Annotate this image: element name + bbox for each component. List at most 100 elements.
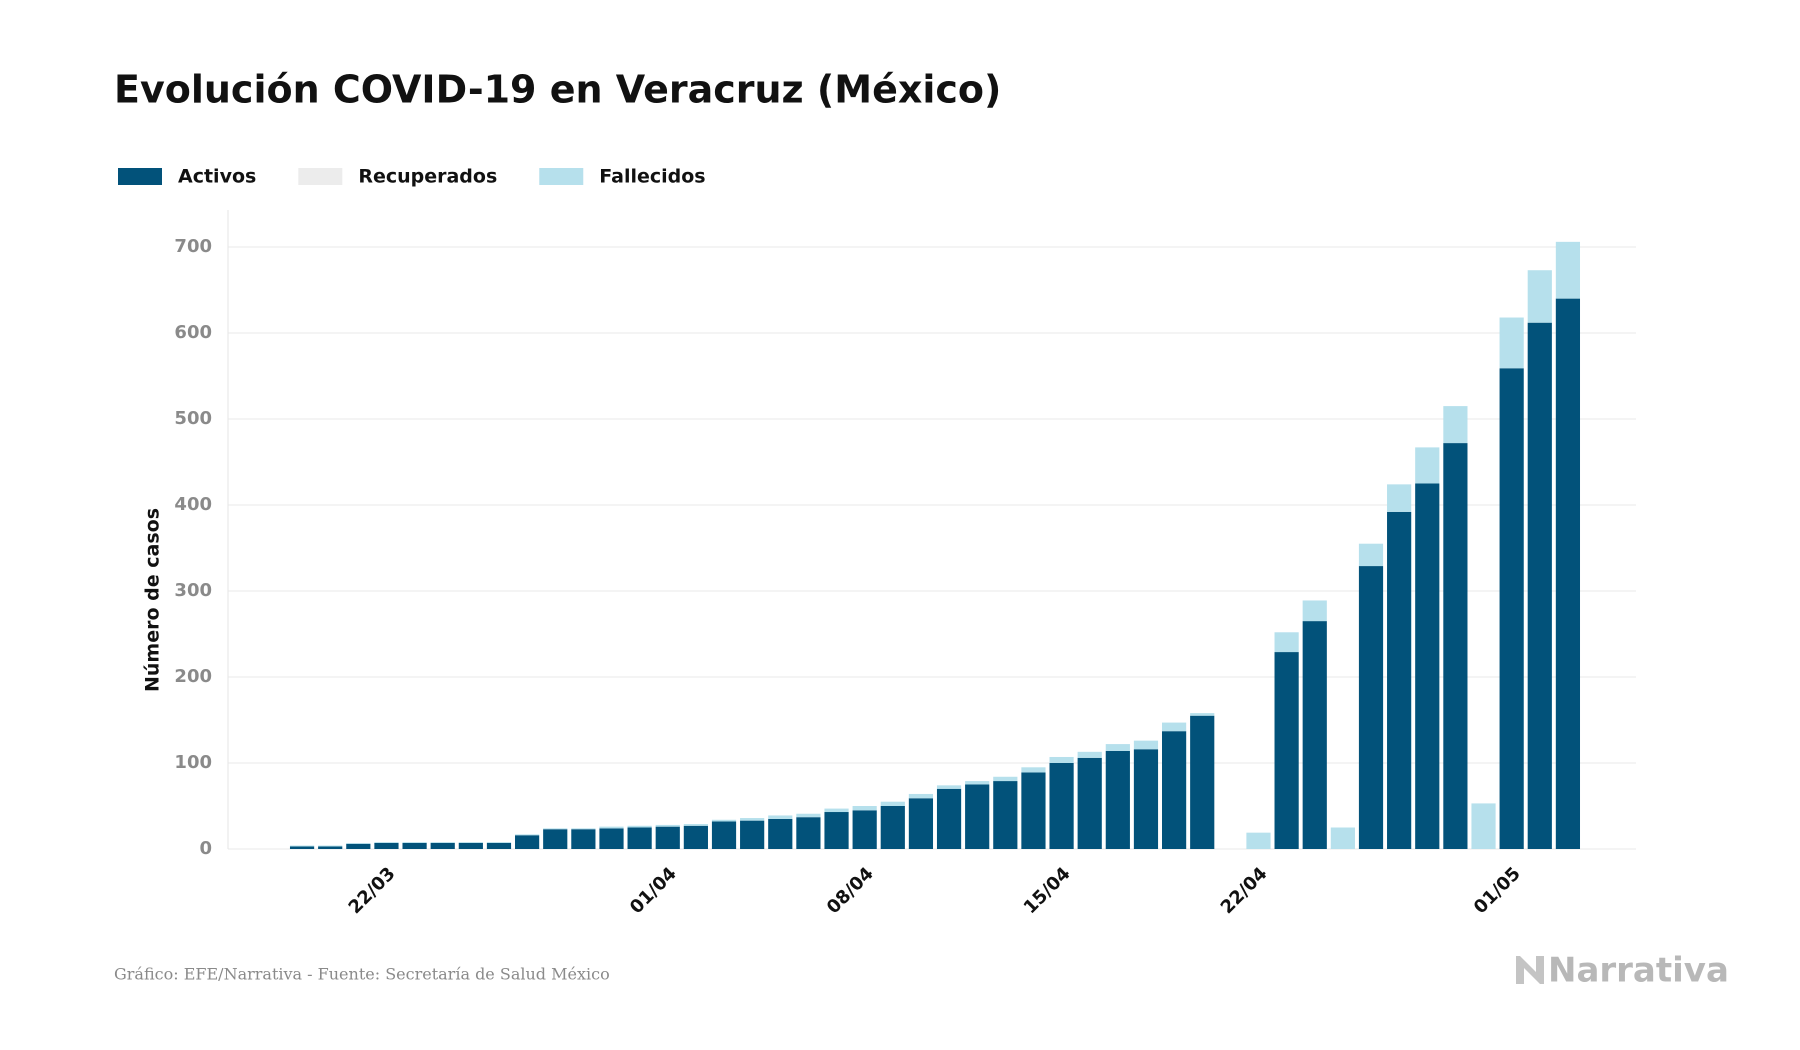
bar-segment xyxy=(1246,832,1271,849)
bar-segment xyxy=(289,846,315,849)
bar-segment xyxy=(515,834,540,836)
y-tick-label: 500 xyxy=(174,408,212,429)
bar-segment xyxy=(683,824,708,826)
legend-label: Fallecidos xyxy=(599,166,705,188)
bar-segment xyxy=(627,827,652,849)
bar-segment xyxy=(318,845,343,847)
bar-segment xyxy=(1077,757,1102,849)
bar-segment xyxy=(1415,447,1440,484)
bar-segment xyxy=(430,842,455,849)
bar-segment xyxy=(1527,270,1552,323)
bar-segment xyxy=(993,776,1018,782)
bar-segment xyxy=(1105,744,1130,751)
bar-segment xyxy=(711,821,737,849)
y-tick-label: 100 xyxy=(174,752,212,773)
bar-segment xyxy=(1499,368,1524,849)
bar-segment xyxy=(289,845,315,847)
bar-segment xyxy=(824,812,849,849)
y-axis-label: Número de casos xyxy=(142,508,164,692)
bar-segment xyxy=(1049,763,1074,849)
bar-segment xyxy=(740,820,765,849)
bar-segment xyxy=(880,801,905,806)
y-tick-label: 200 xyxy=(174,666,212,687)
x-tick-label: 08/04 xyxy=(823,863,878,918)
bar-segment xyxy=(374,842,399,849)
bar-segment xyxy=(852,806,877,811)
bar-segment xyxy=(1161,731,1187,849)
bar-segment xyxy=(599,826,624,829)
bar-segment xyxy=(486,842,512,849)
bar-segment xyxy=(515,835,540,849)
bar-segment xyxy=(993,781,1018,849)
bar-segment xyxy=(1021,772,1046,849)
bar-segment xyxy=(1161,722,1187,732)
bar-segment xyxy=(1077,751,1102,758)
logo: Narrativa xyxy=(1548,951,1729,991)
bar-segment xyxy=(1133,749,1159,849)
bar-segment xyxy=(796,817,821,849)
bar-segment xyxy=(1387,484,1412,512)
bar-segment xyxy=(1555,241,1581,299)
bar-segment xyxy=(1527,322,1552,849)
x-tick-label: 22/04 xyxy=(1217,863,1272,918)
bar-segment xyxy=(824,808,849,813)
bar-segment xyxy=(852,810,877,849)
bar-segment xyxy=(683,825,708,849)
bar-segment xyxy=(1555,298,1581,850)
legend-label: Activos xyxy=(178,166,256,188)
bar-segment xyxy=(768,818,793,849)
bar-segment xyxy=(1471,803,1496,849)
legend-swatch xyxy=(539,168,584,185)
bar-segment xyxy=(655,826,680,849)
bar-segment xyxy=(571,829,596,849)
bar-segment xyxy=(1274,652,1299,849)
bar-segment xyxy=(374,842,399,843)
bar-segment xyxy=(1358,543,1384,567)
bar-segment xyxy=(1190,713,1215,716)
bar-segment xyxy=(936,788,962,849)
chart-title: Evolución COVID-19 en Veracruz (México) xyxy=(114,68,1001,112)
y-tick-label: 400 xyxy=(174,494,212,515)
x-tick-label: 01/05 xyxy=(1470,863,1525,918)
x-tick-label: 22/03 xyxy=(345,863,400,918)
bar-segment xyxy=(1415,483,1440,849)
bar-segment xyxy=(1049,756,1074,763)
bar-segment xyxy=(908,798,934,849)
logo-icon xyxy=(1516,956,1544,984)
bar-segment xyxy=(402,842,427,843)
x-tick-label: 01/04 xyxy=(626,863,681,918)
source: Gráfico: EFE/Narrativa - Fuente: Secreta… xyxy=(114,965,610,984)
bar-segment xyxy=(430,842,455,843)
bar-segment xyxy=(796,813,821,818)
bar-segment xyxy=(486,842,512,843)
bar-segment xyxy=(655,824,680,827)
bar-segment xyxy=(711,819,737,822)
bar-segment xyxy=(880,806,905,849)
bar-segment xyxy=(1499,317,1524,369)
bar-segment xyxy=(599,828,624,849)
bar-segment xyxy=(1133,740,1159,750)
bar-segment xyxy=(346,843,371,849)
y-tick-label: 300 xyxy=(174,580,212,601)
legend-swatch xyxy=(118,168,162,185)
bar-segment xyxy=(1274,632,1299,653)
bar-segment xyxy=(1105,750,1130,849)
bar-segment xyxy=(318,846,343,849)
x-tick-label: 15/04 xyxy=(1020,863,1075,918)
bar-segment xyxy=(458,842,483,849)
bar-segment xyxy=(1358,566,1384,849)
bar-segment xyxy=(1330,827,1355,849)
bar-segment xyxy=(768,815,793,819)
y-tick-label: 0 xyxy=(199,838,212,859)
bar-segment xyxy=(965,781,990,785)
bar-segment xyxy=(1387,511,1412,849)
bar-segment xyxy=(1443,406,1468,444)
bar-segment xyxy=(1302,600,1327,622)
bar-segment xyxy=(965,784,990,849)
bar-segment xyxy=(740,818,765,821)
bar-segment xyxy=(1302,621,1327,849)
bar-segment xyxy=(346,842,371,844)
bar-segment xyxy=(1021,767,1046,773)
bar-segment xyxy=(936,785,962,789)
bar-segment xyxy=(402,842,427,849)
